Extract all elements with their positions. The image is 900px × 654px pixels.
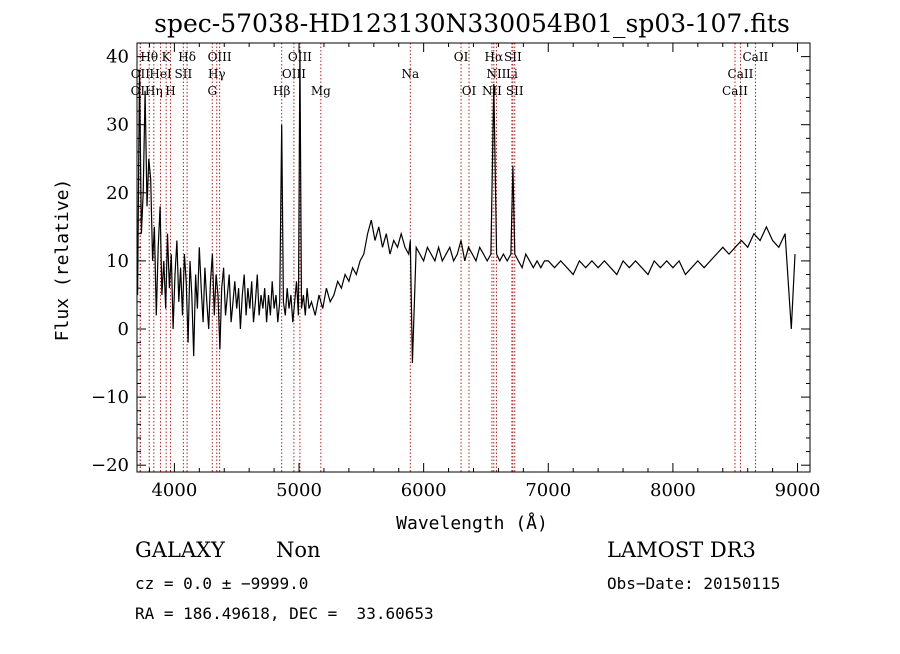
marker-label: Hδ (178, 50, 196, 64)
marker-label: CaII (742, 50, 768, 64)
line-markers (139, 43, 756, 472)
marker-label: OIII (282, 67, 306, 81)
y-tick-label: 30 (106, 115, 129, 136)
chart-title: spec-57038-HD123130N330054B01_sp03-107.f… (154, 9, 790, 38)
marker-label: G (207, 84, 217, 98)
marker-label: SII (504, 50, 522, 64)
marker-label: Hη (145, 84, 163, 98)
marker-label: Mg (311, 84, 331, 98)
marker-label: CaII (722, 84, 748, 98)
y-tick-label: −10 (91, 387, 129, 408)
y-axis-label: Flux (relative) (52, 179, 73, 342)
x-tick-label: 9000 (775, 480, 821, 501)
marker-label: Hθ (140, 50, 158, 64)
x-tick-label: 6000 (401, 480, 447, 501)
marker-label: OII (131, 67, 151, 81)
x-tick-label: 5000 (276, 480, 322, 501)
y-tick-label: 0 (118, 319, 129, 340)
survey-name: LAMOST DR3 (607, 538, 756, 562)
spectrum-line (137, 49, 796, 364)
marker-label: CaII (728, 67, 754, 81)
object-subclass: Non (276, 538, 321, 562)
marker-label: NII (482, 84, 502, 98)
marker-label: K (162, 50, 172, 64)
x-axis-label: Wavelength (Å) (396, 512, 548, 534)
marker-label: OI (462, 84, 477, 98)
object-class: GALAXY (135, 538, 225, 562)
y-tick-label: −20 (91, 455, 129, 476)
x-tick-label: 8000 (650, 480, 696, 501)
marker-label: OI (454, 50, 469, 64)
redshift-readout: cz = 0.0 ± −9999.0 (135, 574, 309, 593)
x-axis: 4000 5000 6000 7000 8000 9000 (148, 43, 821, 501)
marker-label: Li (506, 67, 518, 81)
x-tick-label: 7000 (525, 480, 571, 501)
marker-label: Hβ (273, 84, 290, 98)
marker-label: Hα (485, 50, 504, 64)
marker-label: NII (486, 67, 506, 81)
observation-date: Obs−Date: 20150115 (607, 574, 781, 593)
marker-label: Hγ (208, 67, 226, 81)
y-axis: −20 −10 0 10 20 30 40 (91, 47, 810, 476)
marker-label: HeI (149, 67, 172, 81)
marker-label: OIII (208, 50, 232, 64)
marker-label: H (165, 84, 175, 98)
y-tick-label: 10 (106, 251, 129, 272)
marker-label: Na (401, 67, 419, 81)
marker-label: SII (175, 67, 193, 81)
coordinates-readout: RA = 186.49618, DEC = 33.60653 (135, 604, 434, 623)
y-tick-label: 20 (106, 183, 129, 204)
marker-label: SII (506, 84, 524, 98)
x-tick-label: 4000 (151, 480, 197, 501)
y-tick-label: 40 (106, 47, 129, 68)
